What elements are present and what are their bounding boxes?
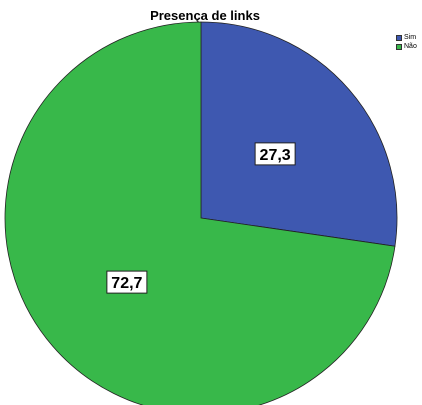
slice-label-box-sim: [254, 142, 296, 166]
slice-label-box-nao: [106, 270, 148, 294]
slice-label-sim: 27,3: [254, 142, 296, 166]
slice-label-text-nao: 72,7: [111, 275, 142, 292]
legend-label-nao: Não: [404, 43, 417, 50]
legend-swatch-sim: [396, 34, 402, 41]
legend-label-sim: Sim: [404, 34, 417, 41]
legend-item-sim: Sim: [396, 33, 422, 42]
pie-slice-sim: [200, 21, 398, 247]
legend-swatch-nao: [396, 43, 402, 50]
slice-label-nao: 72,7: [106, 270, 148, 294]
chart-title: Presença de links: [150, 8, 260, 23]
legend: Sim Não: [396, 33, 422, 51]
slice-label-text-sim: 27,3: [260, 147, 291, 164]
pie-slice-nao: [4, 21, 396, 405]
legend-item-nao: Não: [396, 42, 422, 51]
